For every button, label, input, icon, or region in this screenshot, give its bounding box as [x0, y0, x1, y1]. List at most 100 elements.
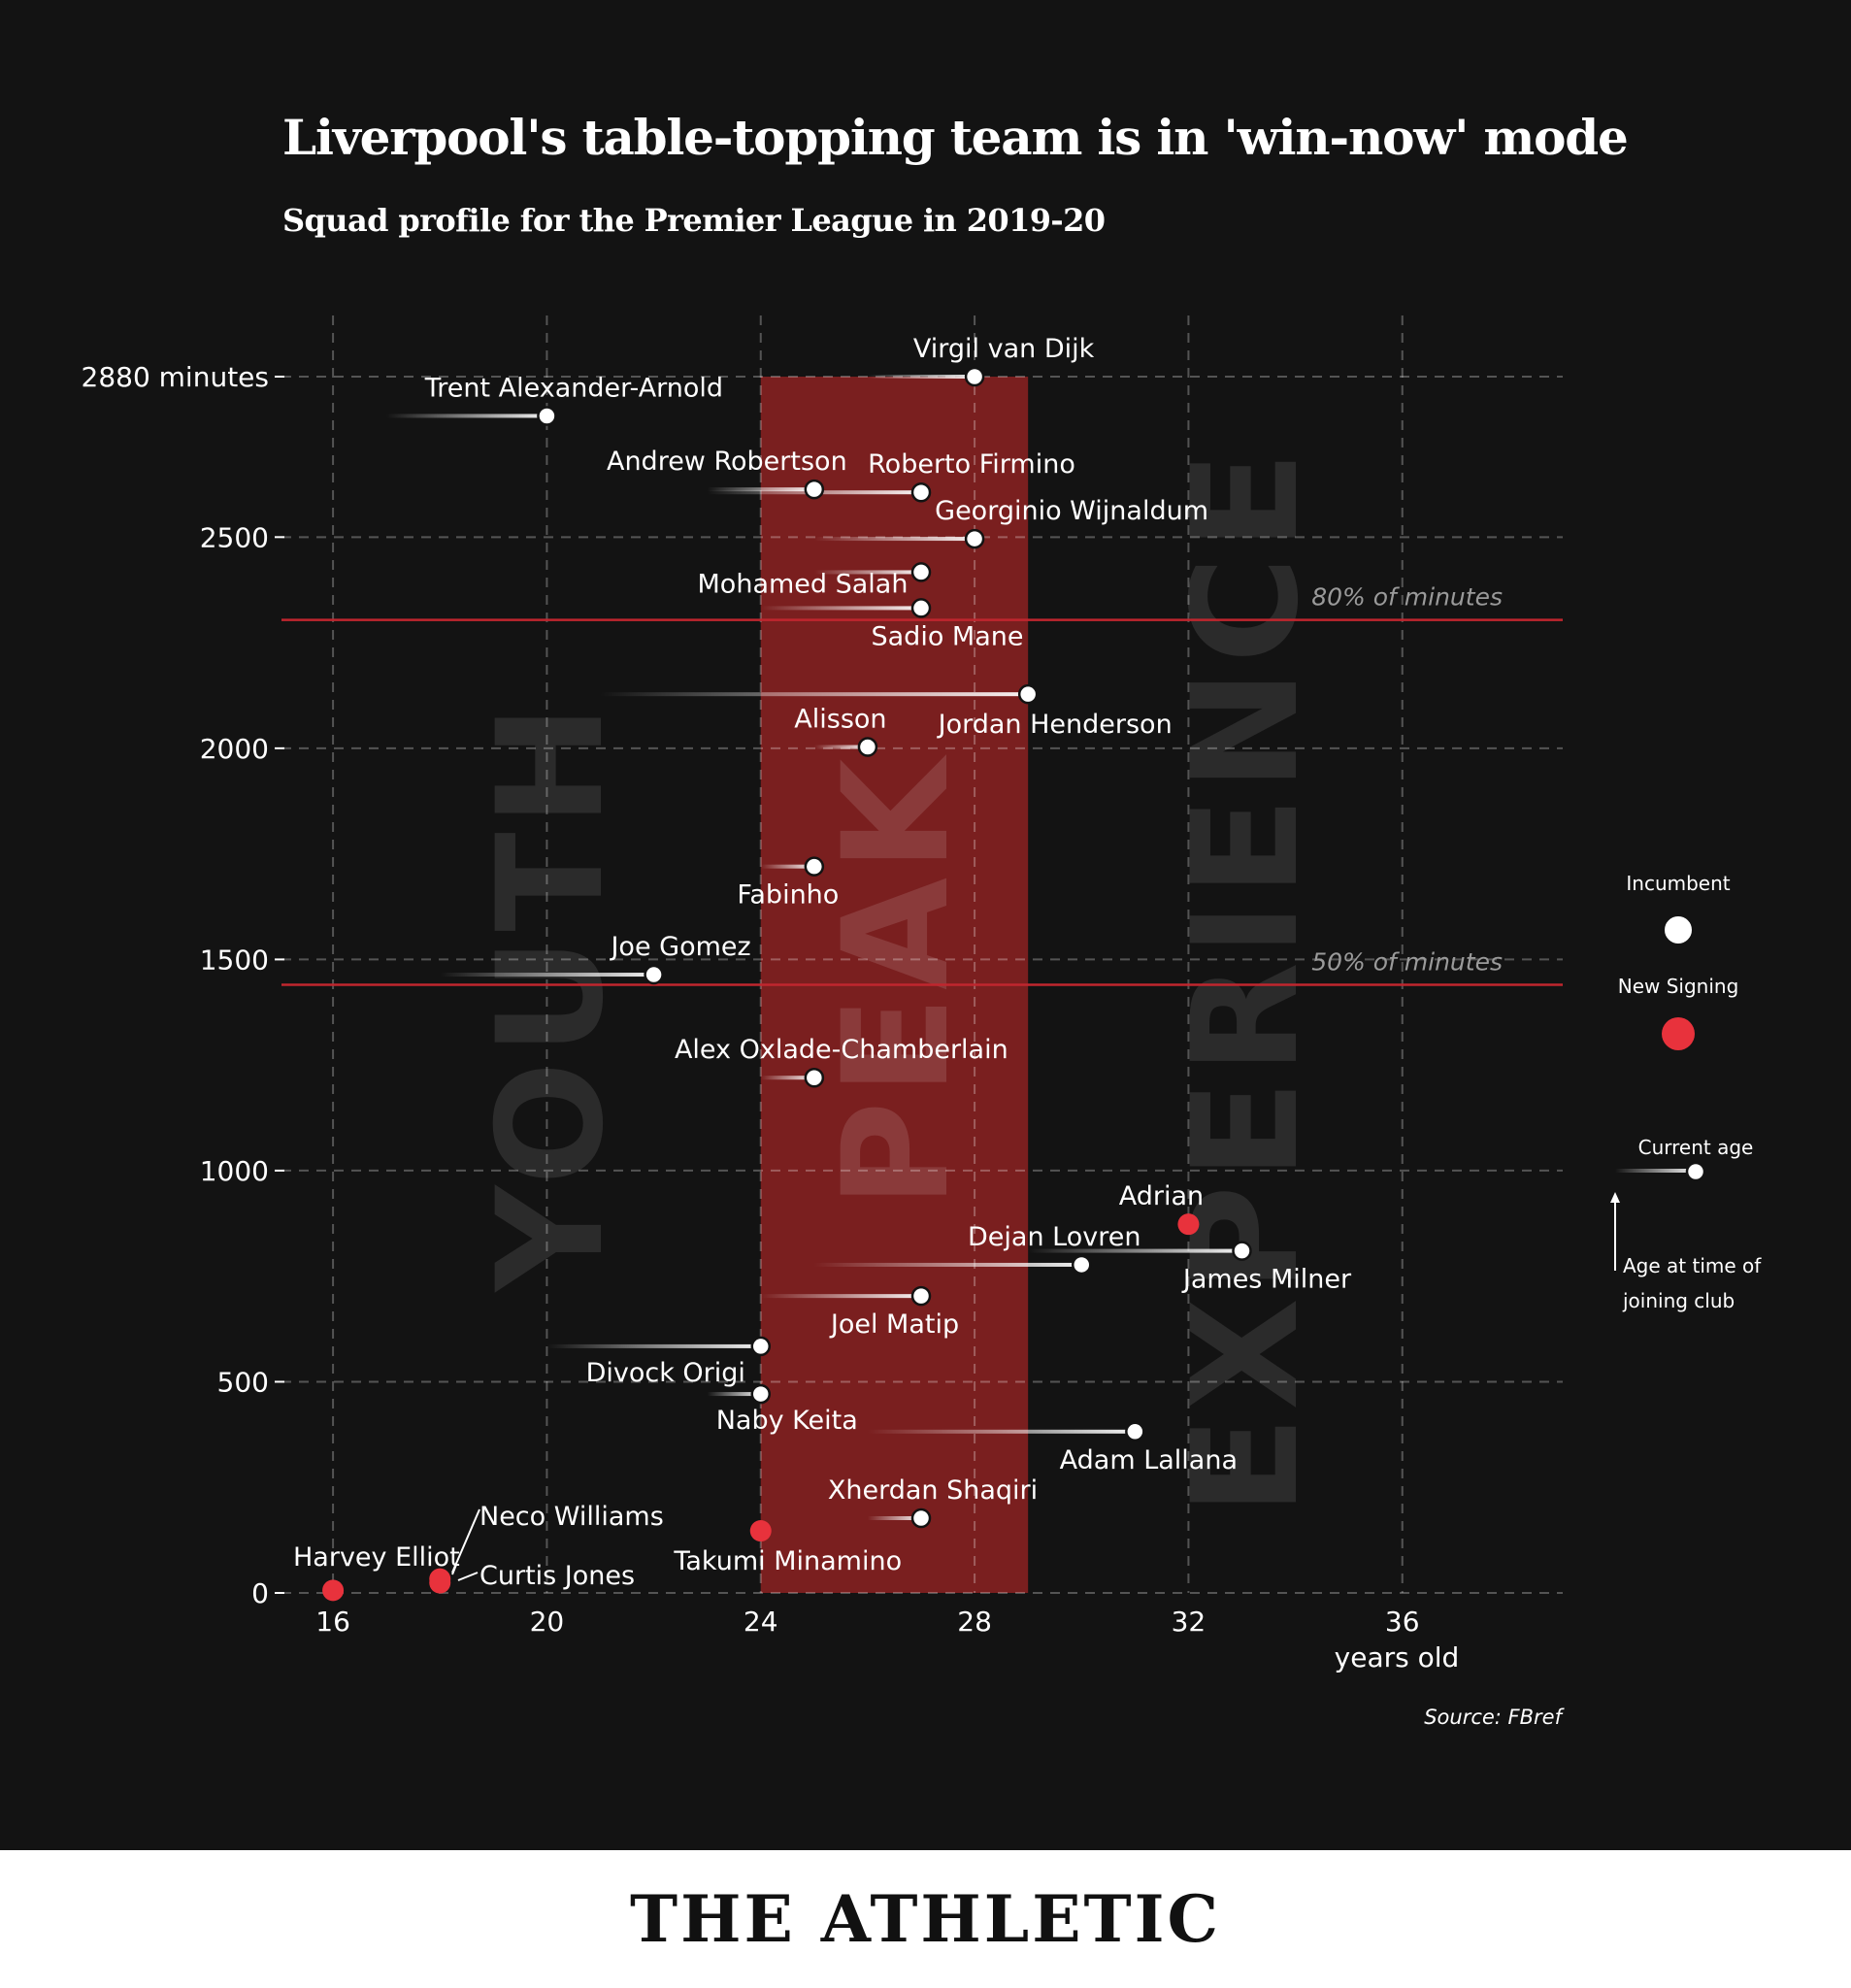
age-trail	[440, 973, 654, 977]
y-tick-label: 1500	[200, 944, 269, 976]
player-label: Adrian	[1119, 1181, 1204, 1211]
player-label: Georginio Wijnaldum	[935, 496, 1208, 526]
reference-lines: 80% of minutes 50% of minutes	[281, 583, 1563, 986]
age-trail	[867, 1515, 921, 1520]
legend-join-age-line1: Age at time of	[1623, 1254, 1762, 1277]
age-trail	[600, 692, 1029, 697]
footer: THE ATHLETIC	[0, 1850, 1851, 1988]
player-label: Alisson	[794, 705, 886, 735]
x-tick-label: 16	[315, 1606, 350, 1638]
age-trail	[813, 537, 975, 542]
x-tick-label: 36	[1385, 1606, 1420, 1638]
incumbent-point	[910, 481, 932, 503]
player-label: Joel Matip	[829, 1309, 959, 1340]
age-trail	[813, 570, 921, 575]
x-tick-label: 28	[957, 1606, 992, 1638]
incumbent-point	[910, 1285, 932, 1307]
zone-label-peak: PEAK	[812, 753, 981, 1209]
x-tick-label: 20	[530, 1606, 565, 1638]
incumbent-point	[1232, 1241, 1252, 1261]
player-label: Adam Lallana	[1060, 1445, 1238, 1475]
incumbent-point	[804, 479, 825, 500]
age-trail	[1028, 1248, 1242, 1253]
age-trail	[813, 745, 868, 749]
new-signing-point	[429, 1572, 451, 1594]
incumbent-point	[910, 598, 932, 618]
player-label: Neco Williams	[479, 1502, 664, 1532]
incumbent-point	[537, 406, 557, 426]
age-trail	[760, 606, 921, 611]
zone-labels-overlay: PEAK	[812, 753, 981, 1209]
legend-join-age-line2: joining club	[1622, 1289, 1735, 1312]
reference-line-label: 80% of minutes	[1311, 583, 1503, 612]
player-label: Dejan Lovren	[968, 1222, 1140, 1252]
player-label: Curtis Jones	[479, 1561, 635, 1591]
player-label: Sadio Mane	[872, 621, 1024, 651]
player-label: Joe Gomez	[609, 932, 750, 962]
incumbent-point	[804, 856, 825, 877]
y-tick-label: 0	[251, 1577, 269, 1609]
player-label: Virgil van Dijk	[913, 334, 1095, 364]
legend-new-signing-marker	[1662, 1017, 1695, 1050]
age-trail	[546, 1343, 761, 1348]
player-label: Alex Oxlade-Chamberlain	[675, 1035, 1008, 1065]
new-signing-point	[749, 1520, 772, 1542]
y-tick-label: 2500	[200, 521, 269, 553]
y-tick-label: 2000	[200, 733, 269, 765]
y-tick-label: 2880 minutes	[82, 361, 270, 393]
zone-labels: YOUTH EXPERIENCE	[467, 446, 1331, 1515]
incumbent-point	[1072, 1254, 1092, 1276]
axes: 16 20 24 28 32 36 0 500 1000 1500 2000 2500 2880 min…	[82, 361, 1460, 1673]
chart-canvas: YOUTH EXPERIENCE PEAK 80% of minutes 50% o…	[82, 315, 1762, 1729]
brand-logo: THE ATHLETIC	[629, 1881, 1222, 1957]
age-trail	[760, 1076, 814, 1080]
new-signing-point	[1177, 1213, 1200, 1236]
legend: Incumbent New Signing Current age Age at…	[1610, 872, 1762, 1312]
legend-incumbent-label: Incumbent	[1626, 872, 1730, 895]
leader-lines	[451, 1508, 480, 1581]
player-label: Andrew Robertson	[607, 447, 847, 477]
age-trail	[386, 414, 547, 418]
player-label: Xherdan Shaqiri	[828, 1475, 1038, 1506]
incumbent-point	[804, 1067, 825, 1088]
age-trail	[813, 1262, 1082, 1267]
grid	[281, 315, 1563, 1594]
player-label: Naby Keita	[716, 1406, 858, 1436]
age-trail	[760, 864, 814, 869]
player-label: Fabinho	[737, 880, 839, 911]
legend-arrow-head	[1610, 1192, 1620, 1203]
y-tick-label: 500	[217, 1366, 269, 1398]
age-trail	[760, 1294, 921, 1299]
x-tick-label: 24	[744, 1606, 778, 1638]
player-label: Divock Origi	[586, 1358, 745, 1388]
incumbent-point	[644, 964, 664, 985]
age-trail	[867, 375, 975, 379]
player-labels: Virgil van Dijk Trent Alexander-Arnold And…	[293, 334, 1352, 1591]
player-label: James Milner	[1181, 1265, 1352, 1295]
incumbent-point	[964, 366, 985, 387]
leader-line	[451, 1564, 457, 1575]
age-trail	[867, 1429, 1136, 1434]
zone-label-youth: YOUTH	[467, 699, 636, 1293]
player-points	[322, 366, 1252, 1602]
legend-current-age-label: Current age	[1638, 1136, 1754, 1159]
x-tick-label: 32	[1172, 1606, 1206, 1638]
incumbent-point	[750, 1383, 771, 1405]
x-axis-label: years old	[1335, 1641, 1460, 1673]
incumbent-point	[910, 562, 932, 582]
player-label: Mohamed Salah	[698, 569, 909, 599]
player-label: Roberto Firmino	[868, 449, 1075, 480]
age-trail	[707, 487, 814, 492]
new-signing-point	[322, 1579, 345, 1602]
player-label: Jordan Henderson	[937, 710, 1173, 740]
player-label: Trent Alexander-Arnold	[424, 373, 723, 403]
y-tick-label: 1000	[200, 1155, 269, 1187]
incumbent-point	[964, 528, 985, 549]
leader-line	[457, 1572, 479, 1581]
source-note: Source: FBref	[1424, 1706, 1565, 1729]
player-label: Harvey Elliot	[293, 1542, 460, 1573]
incumbent-point	[750, 1336, 771, 1357]
player-label: Takumi Minamino	[673, 1546, 902, 1576]
chart-subtitle: Squad profile for the Premier League in …	[282, 202, 1106, 239]
